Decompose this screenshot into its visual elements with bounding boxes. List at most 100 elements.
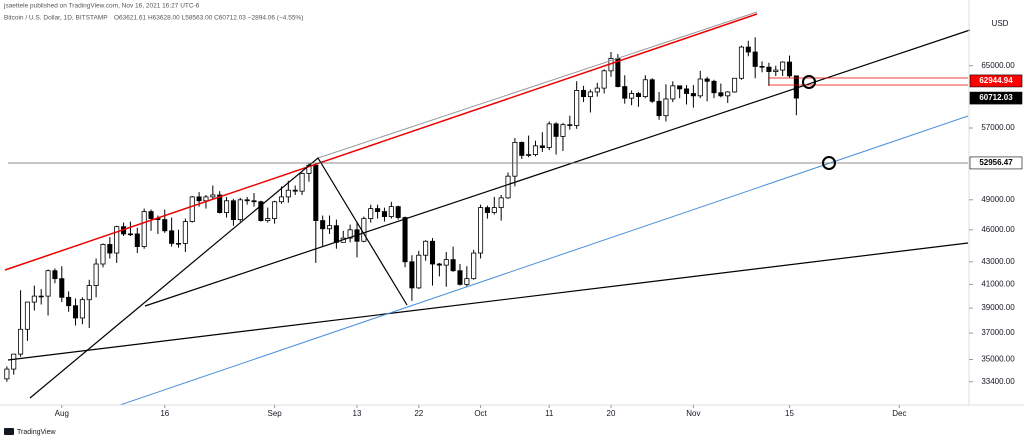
x-tick-label: Oct [474,409,487,418]
channel-line [317,11,758,159]
y-tick-label: 39000.00 [981,303,1015,312]
candle-body [711,80,717,94]
candle-body [436,263,442,266]
trend-line [119,115,969,406]
x-tick-label: 16 [160,409,169,418]
candle-body [217,194,223,213]
candle-body [375,208,381,212]
candle-body [175,242,182,245]
candle-body [484,207,490,213]
y-tick-label: 41000.00 [981,280,1015,289]
candle-body [45,270,51,297]
candle-body [642,79,648,98]
candle-body [24,301,30,330]
candle-body [237,199,243,220]
price-label: 52956.47 [979,158,1013,167]
candle-body [683,88,690,94]
candle-body [38,295,44,298]
candle-body [72,305,79,319]
candle-body [347,229,353,239]
candle-body [4,368,10,380]
candle-body [107,244,113,254]
candle-body [574,90,580,126]
candle-body [409,261,415,289]
candle-body [134,233,140,247]
candle-body [388,206,394,217]
candle-body [244,199,250,202]
candle-body [285,189,291,198]
candle-body [780,61,786,71]
candle-body [677,85,683,90]
candle-body [299,173,305,192]
candle-body [395,206,401,218]
candle-body [752,51,758,67]
candle-body [278,196,285,203]
candle-body [498,197,504,209]
candle-body [601,70,607,89]
candle-body [203,196,209,202]
candle-body [162,219,168,232]
candle-body [656,100,662,117]
candle-body [265,218,271,221]
candle-body [381,211,387,217]
candle-body [272,201,278,219]
candle-body [457,270,463,285]
candle-body [786,61,793,77]
candle-body [635,93,641,98]
candle-body [567,124,573,126]
candle-body [100,244,106,265]
price-label-box [969,156,1023,170]
trend-line [144,29,971,307]
x-tick-label: Nov [686,409,700,418]
publisher: jsaettele published on TradingView.com, … [3,3,200,10]
candle-body [93,263,99,286]
candle-body [581,90,587,98]
candle-body [546,123,552,148]
candle-body [773,69,779,72]
candle-body [512,141,518,177]
candle-body [745,46,751,53]
candle-body [59,278,65,298]
x-tick-label: 22 [414,409,423,418]
candle-body [11,353,17,370]
x-tick-label: 13 [353,409,362,418]
candle-body [690,93,696,97]
candle-body [416,254,422,289]
candle-body [292,189,298,192]
candle-body [704,78,710,82]
footer-logo [4,428,14,435]
candle-body [622,86,628,99]
candle-body [320,220,326,230]
x-tick-label: Aug [55,409,69,418]
candle-body [629,93,635,99]
candle-body [532,145,539,155]
candle-body [519,141,525,156]
y-tick-label: 57000.00 [981,123,1015,132]
candle-body [429,240,436,265]
candle-body [649,79,655,102]
candle-body [230,200,236,220]
currency: USD [992,19,1009,28]
candle-body [423,240,429,256]
candle-body [539,145,545,148]
candle-body [697,78,703,97]
candle-body [663,98,669,117]
candle-body [553,123,559,137]
candle-body [127,233,133,236]
candle-body [725,91,731,97]
candle-body [450,259,456,272]
candle-body [182,221,188,244]
x-tick-label: 20 [607,409,616,418]
candle-body [210,194,216,198]
drawings [4,11,971,406]
y-tick-label: 46000.00 [981,225,1015,234]
candle-body [732,77,738,93]
candle-body [333,225,339,243]
candle-body [189,196,195,222]
candle-body [471,252,477,280]
y-tick-label: 37000.00 [981,328,1015,337]
candle-body [79,299,85,319]
candle-body [313,164,319,221]
